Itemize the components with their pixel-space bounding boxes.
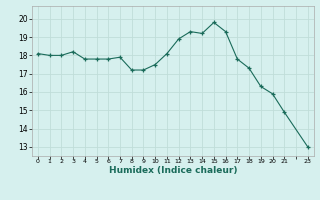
X-axis label: Humidex (Indice chaleur): Humidex (Indice chaleur) — [108, 166, 237, 175]
